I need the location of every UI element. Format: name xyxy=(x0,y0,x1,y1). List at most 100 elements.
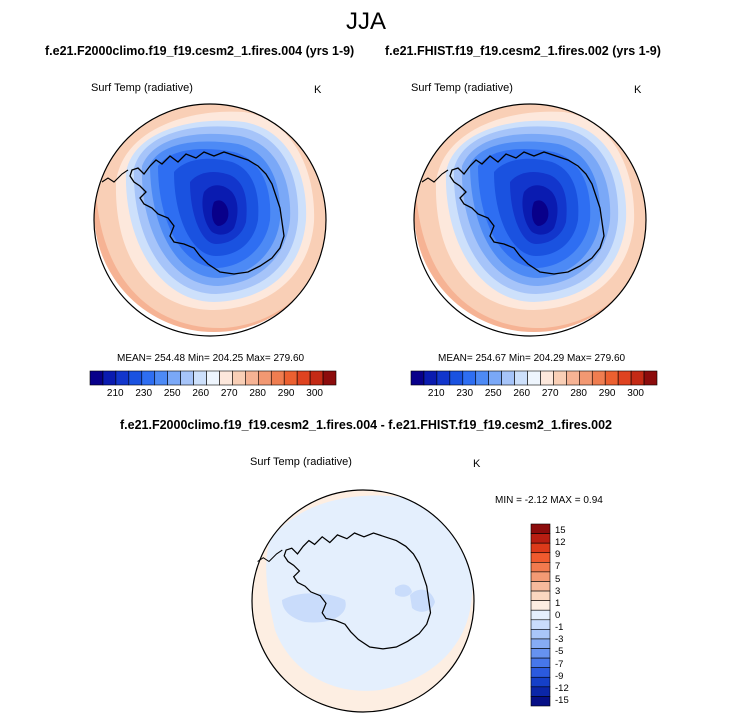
panel-1-variable-label: Surf Temp (radiative) xyxy=(91,82,193,94)
colorbar-tick-label: 270 xyxy=(220,388,238,399)
map-2-border xyxy=(413,103,647,337)
diff-colorbar-tick-label: 15 xyxy=(555,525,566,536)
diff-colorbar-swatch xyxy=(530,696,551,707)
colorbar-swatch xyxy=(501,370,515,386)
colorbar-swatch xyxy=(141,370,156,386)
diff-colorbar-tick-label: -5 xyxy=(555,646,564,658)
diff-colorbar-swatch xyxy=(530,552,551,563)
colorbar-tick-label: 230 xyxy=(135,388,153,399)
colorbar-swatch xyxy=(283,370,298,386)
map-1-border xyxy=(93,103,327,337)
colorbar-swatch xyxy=(591,370,606,386)
colorbar-swatch xyxy=(630,370,645,386)
diff-units: K xyxy=(473,458,481,470)
diff-colorbar-swatch xyxy=(530,657,551,668)
diff-colorbar-tick-label: -9 xyxy=(555,670,564,682)
colorbar-swatch xyxy=(449,370,464,386)
diff-colorbar-tick-label: -1 xyxy=(555,622,564,634)
colorbar-1-labels: 210 230 250 260 270 280 290 300 xyxy=(90,388,336,402)
diff-colorbar-swatch xyxy=(530,667,551,678)
colorbar-swatch xyxy=(193,370,207,386)
diff-colorbar-tick-label: 5 xyxy=(555,573,561,585)
colorbar-2 xyxy=(410,370,658,386)
colorbar-swatch xyxy=(219,370,233,386)
diff-colorbar-swatch xyxy=(530,648,551,659)
panel-1-stats: MEAN= 254.48 Min= 204.25 Max= 279.60 xyxy=(117,353,305,364)
diff-map-field xyxy=(252,490,474,712)
diff-colorbar-swatch xyxy=(530,686,551,697)
colorbar-swatch xyxy=(617,370,632,386)
colorbar-swatch xyxy=(436,370,451,386)
colorbar-swatch xyxy=(553,370,567,386)
colorbar-tick-label: 300 xyxy=(627,388,644,399)
panel-2-stats: MEAN= 254.67 Min= 204.29 Max= 279.60 xyxy=(438,353,626,364)
colorbar-swatch xyxy=(296,370,311,386)
colorbar-tick-label: 290 xyxy=(277,388,295,399)
diff-title: f.e21.F2000climo.f19_f19.cesm2_1.fires.0… xyxy=(120,418,612,432)
diff-colorbar-swatch xyxy=(530,600,551,611)
diff-colorbar-swatch xyxy=(530,542,551,554)
diff-colorbar-tick-label: 7 xyxy=(555,561,561,573)
diff-colorbar-swatch xyxy=(530,571,551,582)
diff-colorbar-tick-label: 12 xyxy=(555,537,566,549)
panel-1-title: f.e21.F2000climo.f19_f19.cesm2_1.fires.0… xyxy=(45,44,355,58)
colorbar-swatch xyxy=(206,370,220,386)
colorbar-swatch xyxy=(514,370,528,386)
colorbar-tick-label: 210 xyxy=(106,388,124,399)
diff-colorbar-tick-label: -3 xyxy=(555,634,564,646)
diff-colorbar-tick-label: -12 xyxy=(555,682,569,694)
diff-colorbar-tick-label: -7 xyxy=(555,658,564,670)
colorbar-swatch xyxy=(322,370,337,386)
colorbar-swatch xyxy=(115,370,130,386)
colorbar-1 xyxy=(89,370,337,386)
diff-colorbar-swatch xyxy=(530,533,551,544)
colorbar-swatch xyxy=(423,370,438,386)
diff-colorbar-tick-label: 3 xyxy=(555,585,561,597)
colorbar-tick-label: 210 xyxy=(427,388,445,399)
colorbar-tick-label: 250 xyxy=(484,388,502,399)
panel-2-title: f.e21.FHIST.f19_f19.cesm2_1.fires.002 (y… xyxy=(385,44,661,58)
colorbar-swatch xyxy=(102,370,117,386)
colorbar-swatch xyxy=(410,370,425,386)
colorbar-tick-label: 300 xyxy=(306,388,323,399)
colorbar-swatch xyxy=(604,370,619,386)
colorbar-tick-label: 290 xyxy=(598,388,616,399)
diff-colorbar-tick-label: 1 xyxy=(555,597,561,609)
colorbar-swatch xyxy=(167,370,181,386)
diff-colorbar-swatch xyxy=(530,562,551,573)
diff-colorbar-swatch xyxy=(530,638,551,649)
diff-colorbar-swatch xyxy=(530,619,551,630)
diff-colorbar-tick-label: 0 xyxy=(555,610,561,621)
diff-colorbar-tick-label: -15 xyxy=(555,695,569,706)
diff-colorbar-swatch xyxy=(530,590,551,601)
colorbar-swatch xyxy=(488,370,502,386)
colorbar-swatch xyxy=(245,370,259,386)
colorbar-swatch xyxy=(232,370,246,386)
diff-colorbar-labels: 15 12 9 7 5 3 1 0 -1 -3 -5 -7 -9 -12 -15 xyxy=(555,524,595,707)
colorbar-swatch xyxy=(270,370,285,386)
colorbar-tick-label: 250 xyxy=(163,388,181,399)
diff-colorbar-tick-label: 9 xyxy=(555,549,561,561)
colorbar-swatch xyxy=(579,370,593,386)
colorbar-swatch xyxy=(309,370,324,386)
colorbar-swatch xyxy=(540,370,554,386)
colorbar-swatch xyxy=(475,370,489,386)
colorbar-swatch xyxy=(89,370,104,386)
diff-variable-label: Surf Temp (radiative) xyxy=(250,456,352,468)
colorbar-2-labels: 210 230 250 260 270 280 290 300 xyxy=(411,388,657,402)
colorbar-swatch xyxy=(258,370,272,386)
colorbar-tick-label: 280 xyxy=(570,388,587,399)
diff-colorbar xyxy=(530,523,551,707)
colorbar-tick-label: 260 xyxy=(513,388,531,399)
diff-minmax: MIN = -2.12 MAX = 0.94 xyxy=(495,495,603,506)
colorbar-swatch xyxy=(566,370,580,386)
colorbar-tick-label: 280 xyxy=(249,388,266,399)
colorbar-tick-label: 260 xyxy=(192,388,210,399)
colorbar-swatch xyxy=(527,370,541,386)
colorbar-tick-label: 230 xyxy=(456,388,474,399)
colorbar-swatch xyxy=(462,370,477,386)
main-title: JJA xyxy=(345,8,386,35)
diff-colorbar-swatch xyxy=(530,676,551,688)
colorbar-swatch xyxy=(154,370,168,386)
